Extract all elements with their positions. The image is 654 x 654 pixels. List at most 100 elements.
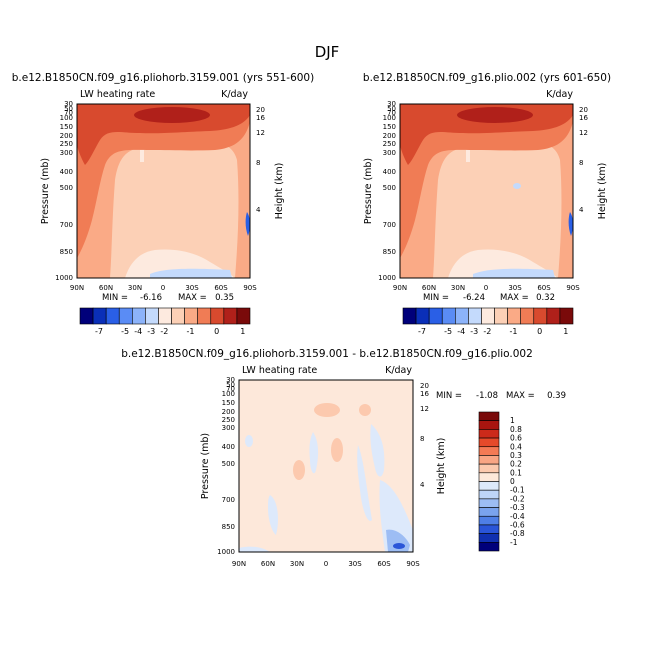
h-tick-12: 12 xyxy=(579,129,588,137)
difference-panel-title: b.e12.B1850CN.f09_g16.pliohorb.3159.001 … xyxy=(121,348,533,360)
left-frame xyxy=(76,103,251,279)
colorbar-swatch xyxy=(478,463,500,474)
colorbar-swatch xyxy=(468,307,482,325)
field-positive-spot xyxy=(513,183,521,189)
diff-y-ticks: 30 50 70 100 150 200 250 300 400 500 700… xyxy=(217,376,235,556)
right-colorbar: -7 -5 -4 -3 -2 -1 0 1 xyxy=(402,307,574,336)
diff-max-label: MAX = xyxy=(506,391,535,401)
x-tick-90n: 90N xyxy=(232,560,246,568)
left-field xyxy=(77,104,250,278)
diff-min-label: MIN = xyxy=(436,391,462,401)
y-tick-200: 200 xyxy=(383,132,396,140)
h-tick-16: 16 xyxy=(579,114,588,122)
colorbar-label: 0.6 xyxy=(510,434,522,443)
right-ylabel: Pressure (mb) xyxy=(363,158,374,224)
colorbar-swatch xyxy=(92,307,107,325)
left-colorbar: -7 -5 -4 -3 -2 -1 0 1 xyxy=(79,307,251,336)
colorbar-label: -5 xyxy=(121,327,129,336)
right-frame xyxy=(399,103,574,279)
colorbar-label: -4 xyxy=(134,327,142,336)
x-tick-60s: 60S xyxy=(377,560,391,568)
colorbar-swatch xyxy=(478,524,500,534)
colorbar-swatch xyxy=(105,307,120,325)
colorbar-swatch xyxy=(415,307,430,325)
left-max-label: MAX = xyxy=(178,293,207,303)
x-tick-30n: 30N xyxy=(128,284,142,292)
colorbar-swatch xyxy=(478,446,500,456)
colorbar-swatch xyxy=(478,429,500,439)
colorbar-label: 1 xyxy=(563,327,568,336)
colorbar-label: -1 xyxy=(510,538,518,547)
field-weak-patch xyxy=(140,150,144,162)
colorbar-swatch xyxy=(441,307,456,325)
colorbar-swatch xyxy=(481,307,495,325)
colorbar-label: -4 xyxy=(457,327,465,336)
diff-ylabel-right: Height (km) xyxy=(436,438,447,495)
h-tick-8: 8 xyxy=(256,159,260,167)
y-tick-200: 200 xyxy=(60,132,73,140)
colorbar-label: 1 xyxy=(510,416,515,425)
y-tick-250: 250 xyxy=(222,416,235,424)
colorbar-label: 0 xyxy=(510,477,515,486)
field-warm-3 xyxy=(331,438,343,462)
diff-axes: 90N 60N 30N 0 30S 60S 90S 30 50 70 100 1… xyxy=(200,376,447,568)
colorbar-label: 0 xyxy=(537,327,542,336)
diff-frame xyxy=(238,379,414,553)
colorbar-label: -7 xyxy=(418,327,426,336)
diff-colorbar: 10.80.60.40.30.20.10-0.1-0.2-0.3-0.4-0.6… xyxy=(478,411,525,552)
colorbar-label: 0.3 xyxy=(510,451,522,460)
h-tick-12: 12 xyxy=(256,129,265,137)
difference-panel-units: K/day xyxy=(385,365,412,376)
y-tick-30: 30 xyxy=(226,376,235,384)
colorbar-swatch xyxy=(478,411,500,421)
colorbar-label: -1 xyxy=(187,327,195,336)
y-tick-50: 50 xyxy=(226,381,235,389)
h-tick-8: 8 xyxy=(579,159,583,167)
x-tick-30s: 30S xyxy=(348,560,362,568)
diff-x-ticks: 90N 60N 30N 0 30S 60S 90S xyxy=(232,560,420,568)
y-tick-100: 100 xyxy=(222,390,235,398)
y-tick-700: 700 xyxy=(222,496,235,504)
colorbar-swatch xyxy=(428,307,443,325)
y-tick-70: 70 xyxy=(387,109,396,117)
colorbar-swatch xyxy=(118,307,133,325)
x-tick-30n: 30N xyxy=(290,560,304,568)
left-panel-units: K/day xyxy=(221,89,248,100)
colorbar-swatch xyxy=(478,472,500,482)
y-tick-100: 100 xyxy=(60,114,73,122)
x-tick-90s: 90S xyxy=(566,284,580,292)
colorbar-swatch xyxy=(546,307,561,325)
y-tick-30: 30 xyxy=(387,100,396,108)
left-panel: b.e12.B1850CN.f09_g16.pliohorb.3159.001 … xyxy=(12,72,314,336)
y-tick-700: 700 xyxy=(383,221,396,229)
colorbar-swatch xyxy=(520,307,535,325)
right-panel-title: b.e12.B1850CN.f09_g16.plio.002 (yrs 601-… xyxy=(363,72,611,84)
h-tick-20: 20 xyxy=(420,382,429,390)
y-tick-50: 50 xyxy=(64,105,73,113)
colorbar-label: -0.3 xyxy=(510,503,525,512)
colorbar-swatch xyxy=(478,498,500,508)
right-x-ticks: 90N 60N 30N 0 30S 60S 90S xyxy=(393,284,580,292)
x-tick-0: 0 xyxy=(161,284,165,292)
x-tick-60s: 60S xyxy=(537,284,551,292)
difference-panel-variable: LW heating rate xyxy=(242,365,317,376)
x-tick-90s: 90S xyxy=(406,560,420,568)
h-tick-20: 20 xyxy=(579,106,588,114)
y-tick-300: 300 xyxy=(383,149,396,157)
field-cool-7 xyxy=(245,435,253,447)
colorbar-label: 0.1 xyxy=(510,468,522,477)
y-tick-500: 500 xyxy=(60,184,73,192)
x-tick-30s: 30S xyxy=(508,284,522,292)
field-cooling-max xyxy=(134,107,210,123)
left-ylabel: Pressure (mb) xyxy=(40,158,51,224)
x-tick-90n: 90N xyxy=(393,284,407,292)
x-tick-60n: 60N xyxy=(261,560,275,568)
field-strong-cooling xyxy=(77,104,250,165)
colorbar-swatch xyxy=(478,515,500,526)
y-tick-400: 400 xyxy=(222,443,235,451)
left-max-value: 0.35 xyxy=(215,293,234,303)
x-tick-90s: 90S xyxy=(243,284,257,292)
field-cooling-max xyxy=(457,107,533,123)
right-axes: 90N 60N 30N 0 30S 60S 90S 30 50 70 100 1… xyxy=(363,100,608,292)
